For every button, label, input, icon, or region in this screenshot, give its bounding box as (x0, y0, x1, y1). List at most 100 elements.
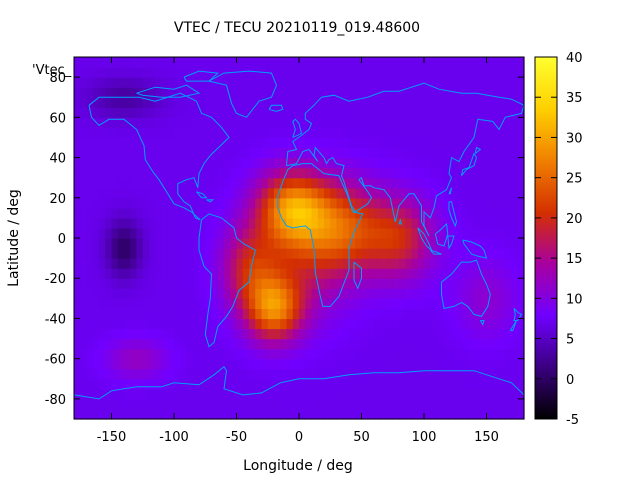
heatmap-cell (480, 87, 488, 98)
heatmap-cell (261, 147, 269, 159)
heatmap-cell (99, 157, 106, 169)
heatmap-cell (474, 288, 481, 299)
heatmap-cell (186, 127, 194, 139)
heatmap-cell (505, 227, 513, 239)
heatmap-cell (242, 97, 250, 108)
heatmap-cell (449, 388, 456, 400)
heatmap-cell (180, 167, 188, 179)
heatmap-cell (211, 278, 219, 289)
heatmap-cell (130, 348, 138, 360)
heatmap-cell (111, 197, 119, 209)
heatmap-cell (486, 217, 494, 229)
heatmap-cell (74, 87, 81, 98)
heatmap-cell (361, 238, 369, 249)
heatmap-cell (117, 137, 125, 149)
heatmap-cell (511, 57, 519, 68)
heatmap-cell (461, 127, 469, 139)
heatmap-cell (361, 358, 369, 370)
heatmap-cell (230, 368, 238, 380)
heatmap-cell (367, 278, 375, 289)
heatmap-cell (105, 278, 113, 289)
heatmap-cell (180, 268, 188, 279)
heatmap-cell (174, 278, 181, 289)
heatmap-cell (330, 157, 338, 169)
heatmap-cell (336, 238, 344, 249)
heatmap-cell (105, 268, 113, 279)
heatmap-cell (130, 97, 138, 108)
heatmap-cell (442, 187, 450, 199)
heatmap-cell (336, 187, 344, 199)
heatmap-cell (167, 127, 175, 139)
heatmap-cell (99, 67, 106, 78)
heatmap-cell (361, 57, 369, 68)
heatmap-cell (286, 197, 294, 209)
heatmap-cell (99, 227, 106, 239)
heatmap-cell (211, 127, 219, 139)
heatmap-cell (136, 177, 144, 189)
heatmap-cell (342, 167, 350, 179)
heatmap-cell (292, 408, 300, 420)
heatmap-cell (124, 157, 131, 169)
heatmap-cell (355, 147, 363, 159)
heatmap-cell (199, 97, 206, 108)
heatmap-cell (305, 67, 313, 78)
heatmap-cell (74, 197, 81, 209)
heatmap-cell (317, 238, 325, 249)
heatmap-cell (242, 107, 250, 118)
heatmap-cell (242, 57, 250, 68)
heatmap-cell (449, 197, 456, 209)
heatmap-cell (105, 388, 113, 400)
heatmap-cell (492, 308, 500, 320)
heatmap-cell (236, 278, 244, 289)
heatmap-cell (261, 348, 269, 360)
heatmap-cell (361, 107, 369, 118)
heatmap-cell (492, 398, 500, 410)
heatmap-cell (349, 197, 356, 209)
heatmap-cell (161, 378, 169, 390)
heatmap-cell (474, 77, 481, 88)
heatmap-cell (424, 217, 431, 229)
heatmap-cell (424, 177, 431, 189)
heatmap-cell (86, 398, 94, 410)
heatmap-cell (155, 368, 163, 380)
heatmap-cell (111, 167, 119, 179)
heatmap-cell (155, 248, 163, 259)
heatmap-cell (299, 227, 306, 239)
heatmap-cell (286, 318, 294, 330)
heatmap-cell (430, 97, 438, 108)
heatmap-cell (317, 127, 325, 139)
heatmap-cell (299, 388, 306, 400)
heatmap-cell (511, 398, 519, 410)
heatmap-cell (492, 117, 500, 128)
heatmap-cell (274, 268, 281, 279)
heatmap-cell (124, 97, 131, 108)
heatmap-cell (305, 227, 313, 239)
heatmap-cell (480, 217, 488, 229)
heatmap-cell (349, 258, 356, 269)
heatmap-cell (236, 147, 244, 159)
heatmap-cell (424, 408, 431, 420)
heatmap-cell (336, 137, 344, 149)
coastline-path (462, 239, 488, 259)
heatmap-cell (149, 308, 156, 320)
heatmap-cell (511, 157, 519, 169)
heatmap-cell (499, 378, 506, 390)
heatmap-cell (342, 87, 350, 98)
heatmap-cell (242, 378, 250, 390)
heatmap-cell (117, 127, 125, 139)
heatmap-cell (117, 97, 125, 108)
heatmap-cell (130, 358, 138, 370)
heatmap-cell (261, 197, 269, 209)
heatmap-cell (292, 57, 300, 68)
heatmap-cell (74, 408, 81, 420)
heatmap-cell (392, 77, 400, 88)
heatmap-cell (330, 67, 338, 78)
heatmap-cell (124, 308, 131, 320)
heatmap-cell (386, 318, 394, 330)
heatmap-cell (199, 117, 206, 128)
heatmap (74, 57, 525, 420)
heatmap-cell (511, 207, 519, 219)
heatmap-cell (461, 368, 469, 380)
heatmap-cell (361, 288, 369, 299)
heatmap-cell (167, 338, 175, 350)
